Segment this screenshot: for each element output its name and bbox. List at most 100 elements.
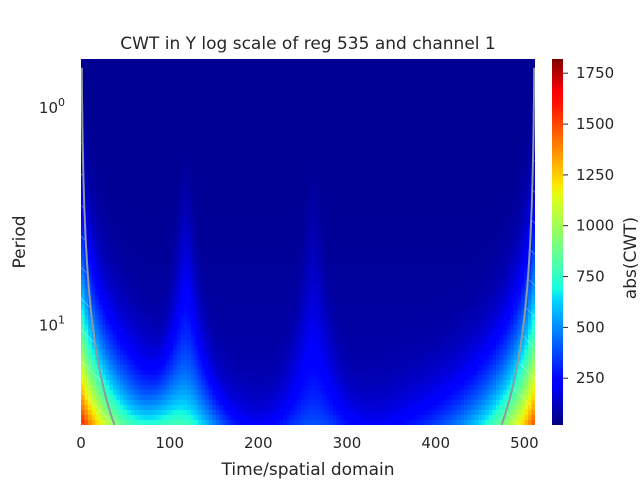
- heatmap-cell: [276, 89, 281, 95]
- heatmap-cell: [410, 184, 416, 190]
- heatmap-cell: [112, 99, 118, 105]
- heatmap-cell: [520, 124, 525, 130]
- heatmap-cell: [453, 64, 458, 70]
- heatmap-cell: [123, 119, 128, 125]
- heatmap-cell: [222, 214, 228, 221]
- heatmap-cell: [166, 144, 171, 150]
- heatmap-cell: [421, 249, 426, 256]
- heatmap-cell: [520, 69, 525, 75]
- heatmap-cell: [102, 119, 107, 125]
- heatmap-cell: [105, 104, 110, 110]
- heatmap-cell: [322, 249, 327, 256]
- heatmap-cell: [481, 234, 486, 241]
- heatmap-cell: [439, 64, 444, 70]
- heatmap-cell: [272, 209, 277, 216]
- heatmap-cell: [354, 94, 359, 100]
- heatmap-cell: [524, 184, 529, 190]
- heatmap-cell: [339, 154, 345, 160]
- heatmap-cell: [159, 69, 164, 75]
- heatmap-cell: [219, 89, 224, 95]
- heatmap-cell: [219, 139, 224, 145]
- heatmap-cell: [141, 214, 146, 221]
- heatmap-cell: [364, 94, 369, 100]
- heatmap-cell: [495, 229, 501, 236]
- heatmap-cell: [315, 84, 320, 90]
- heatmap-cell: [91, 159, 96, 165]
- heatmap-cell: [439, 229, 444, 236]
- heatmap-cell: [219, 94, 224, 100]
- heatmap-cell: [478, 199, 483, 205]
- heatmap-cell: [215, 59, 220, 65]
- heatmap-cell: [112, 209, 118, 216]
- heatmap-cell: [226, 154, 231, 160]
- heatmap-cell: [283, 229, 288, 236]
- heatmap-cell: [513, 109, 518, 115]
- heatmap-cell: [300, 249, 306, 256]
- heatmap-cell: [169, 204, 174, 211]
- heatmap-cell: [393, 104, 398, 110]
- heatmap-cell: [215, 89, 220, 95]
- heatmap-cell: [393, 79, 398, 85]
- heatmap-cell: [517, 184, 522, 190]
- heatmap-cell: [81, 89, 86, 95]
- heatmap-cell: [407, 144, 412, 150]
- heatmap-cell: [258, 179, 263, 185]
- heatmap-cell: [272, 119, 277, 125]
- heatmap-cell: [123, 59, 128, 65]
- heatmap-cell: [464, 149, 469, 155]
- heatmap-cell: [293, 114, 298, 120]
- heatmap-cell: [421, 219, 426, 226]
- heatmap-cell: [286, 209, 291, 216]
- heatmap-cell: [116, 144, 121, 150]
- heatmap-cell: [371, 184, 376, 190]
- heatmap-cell: [162, 94, 167, 100]
- heatmap-cell: [208, 194, 213, 200]
- heatmap-cell: [467, 139, 472, 145]
- heatmap-cell: [144, 154, 149, 160]
- heatmap-cell: [190, 99, 196, 105]
- heatmap-cell: [208, 104, 213, 110]
- heatmap-cell: [421, 64, 426, 70]
- heatmap-cell: [382, 244, 387, 251]
- heatmap-cell: [386, 159, 391, 165]
- heatmap-cell: [212, 109, 217, 115]
- heatmap-cell: [137, 239, 142, 246]
- heatmap-cell: [162, 124, 167, 130]
- heatmap-cell: [151, 184, 157, 190]
- heatmap-cell: [357, 154, 362, 160]
- heatmap-cell: [417, 214, 423, 221]
- heatmap-cell: [162, 89, 167, 95]
- heatmap-cell: [481, 84, 486, 90]
- heatmap-cell: [194, 129, 199, 135]
- heatmap-cell: [297, 99, 302, 105]
- heatmap-cell: [343, 184, 348, 190]
- heatmap-cell: [400, 229, 405, 236]
- heatmap-cell: [272, 234, 277, 241]
- heatmap-cell: [403, 149, 408, 155]
- heatmap-cell: [495, 224, 501, 231]
- heatmap-cell: [336, 224, 341, 231]
- heatmap-cell: [120, 189, 125, 195]
- heatmap-cell: [499, 89, 504, 95]
- heatmap-cell: [414, 89, 419, 95]
- heatmap-cell: [432, 249, 437, 256]
- heatmap-cell: [276, 189, 281, 195]
- heatmap-cell: [322, 179, 327, 185]
- heatmap-cell: [318, 204, 323, 211]
- heatmap-cell: [364, 139, 369, 145]
- heatmap-cell: [208, 124, 213, 130]
- heatmap-cell: [329, 129, 334, 135]
- heatmap-cell: [137, 144, 142, 150]
- heatmap-cell: [198, 69, 203, 75]
- heatmap-cell: [151, 219, 157, 226]
- heatmap-cell: [332, 214, 337, 221]
- heatmap-cell: [276, 204, 281, 211]
- heatmap-cell: [343, 144, 348, 150]
- heatmap-cell: [219, 99, 224, 105]
- heatmap-cell: [120, 229, 125, 236]
- heatmap-cell: [311, 209, 316, 216]
- heatmap-cell: [517, 199, 522, 205]
- heatmap-cell: [109, 139, 114, 145]
- heatmap-cell: [180, 189, 185, 195]
- heatmap-cell: [166, 164, 171, 170]
